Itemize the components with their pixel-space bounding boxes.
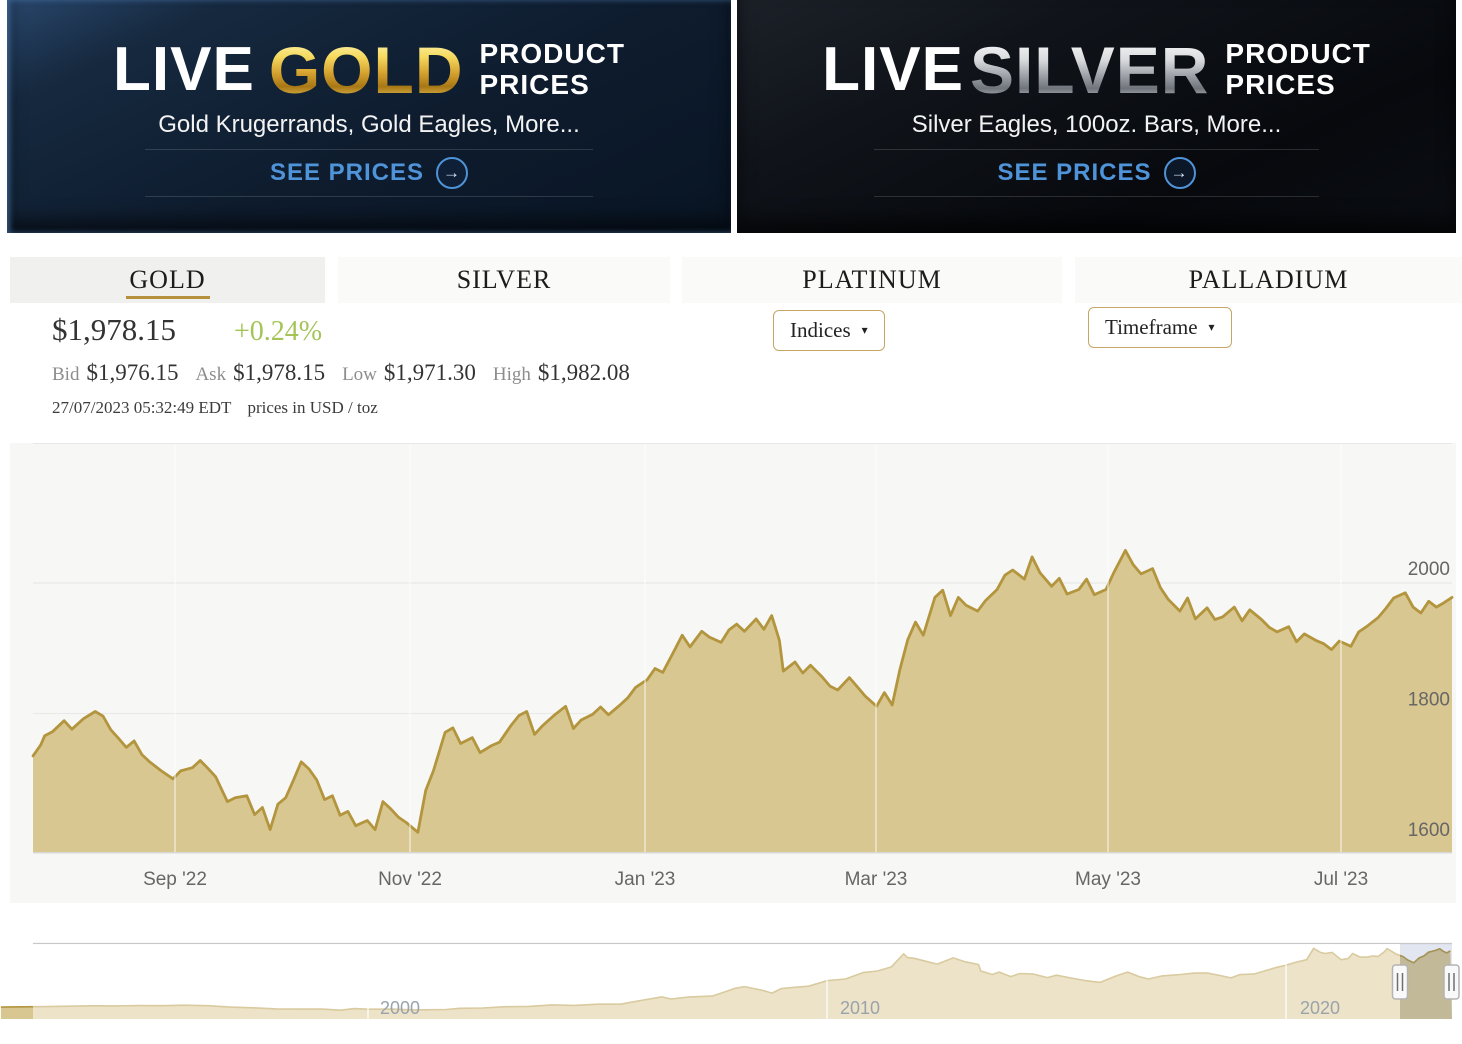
silver-banner-live-text: LIVE <box>822 34 964 104</box>
arrow-circle-icon: → <box>1163 156 1196 189</box>
silver-banner-product-word: PRODUCT <box>1225 38 1371 70</box>
quote-meta-row: 27/07/2023 05:32:49 EDT prices in USD / … <box>52 398 378 418</box>
navigator[interactable] <box>33 944 1400 1019</box>
x-axis-label: Nov '22 <box>378 869 442 890</box>
gold-banner-subtitle: Gold Krugerrands, Gold Eagles, More... <box>158 110 580 138</box>
chevron-down-icon: ▾ <box>861 323 868 337</box>
x-axis-label: Sep '22 <box>143 869 207 890</box>
quote-timestamp: 27/07/2023 05:32:49 EDT <box>52 398 232 417</box>
bid-ask-low-high-row: Bid $1,976.15 Ask $1,978.15 Low $1,971.3… <box>52 360 647 386</box>
active-tab-underline <box>125 296 210 299</box>
tab-gold-label: GOLD <box>129 265 206 294</box>
gold-banner-live-text: LIVE <box>113 34 255 104</box>
chevron-down-icon: ▾ <box>1208 320 1215 334</box>
x-axis-label: Jan '23 <box>615 869 676 890</box>
gold-banner-product-prices: PRODUCT PRICES <box>479 38 625 100</box>
silver-banner-product-prices: PRODUCT PRICES <box>1225 38 1371 100</box>
low-value: $1,971.30 <box>383 360 476 385</box>
spot-price: $1,978.15 <box>52 312 176 347</box>
gold-banner-prices-word: PRICES <box>479 68 590 100</box>
tab-silver[interactable]: SILVER <box>338 257 670 303</box>
navigator-year-label: 2020 <box>1300 998 1340 1018</box>
navigator-year-label: 2000 <box>380 998 420 1018</box>
nav-handle-left[interactable] <box>1391 964 1409 1000</box>
silver-see-prices-link[interactable]: SEE PRICES → <box>873 148 1320 197</box>
silver-banner-title: LIVE SILVER PRODUCT PRICES <box>822 37 1371 103</box>
gold-banner-title: LIVE GOLD PRODUCT PRICES <box>113 37 625 103</box>
quote-units: prices in USD / toz <box>247 398 378 417</box>
tab-platinum-label: PLATINUM <box>802 265 942 294</box>
timeframe-dropdown[interactable]: Timeframe ▾ <box>1088 307 1232 348</box>
price-change-percent: +0.24% <box>234 316 323 347</box>
silver-banner-prices-word: PRICES <box>1225 68 1336 100</box>
x-axis-label: Mar '23 <box>845 869 908 890</box>
gold-banner-metal-text: GOLD <box>268 32 464 107</box>
high-label: High <box>492 364 531 385</box>
navigator-year-label: 2010 <box>840 998 880 1018</box>
low-label: Low <box>342 364 377 385</box>
x-axis-label: May '23 <box>1075 869 1141 890</box>
arrow-circle-icon: → <box>436 156 469 189</box>
tab-silver-label: SILVER <box>456 265 552 294</box>
tab-gold[interactable]: GOLD <box>10 257 325 303</box>
ask-value: $1,978.15 <box>233 360 326 385</box>
live-silver-prices-banner[interactable]: LIVE SILVER PRODUCT PRICES Silver Eagles… <box>737 0 1456 233</box>
tab-palladium-label: PALLADIUM <box>1188 265 1349 294</box>
gold-see-prices-link[interactable]: SEE PRICES → <box>144 148 594 197</box>
bid-label: Bid <box>52 364 80 385</box>
ask-label: Ask <box>195 364 227 385</box>
y-axis-label: 1800 <box>1408 690 1450 711</box>
x-axis-label: Jul '23 <box>1314 869 1368 890</box>
silver-banner-metal-text: SILVER <box>969 32 1210 107</box>
bid-value: $1,976.15 <box>86 360 179 385</box>
gold-price-area-series[interactable] <box>33 550 1452 852</box>
tab-platinum[interactable]: PLATINUM <box>682 257 1062 303</box>
indices-dropdown-label: Indices <box>790 318 851 342</box>
indices-dropdown[interactable]: Indices ▾ <box>773 310 885 351</box>
tab-palladium[interactable]: PALLADIUM <box>1075 257 1462 303</box>
high-value: $1,982.08 <box>537 360 630 385</box>
gold-see-prices-label: SEE PRICES <box>269 158 425 186</box>
y-axis-label: 2000 <box>1408 559 1450 580</box>
silver-see-prices-label: SEE PRICES <box>997 158 1152 186</box>
nav-handle-right[interactable] <box>1443 964 1460 1000</box>
y-axis-label: 1600 <box>1408 820 1450 841</box>
gold-banner-product-word: PRODUCT <box>479 38 625 70</box>
silver-banner-subtitle: Silver Eagles, 100oz. Bars, More... <box>911 110 1282 138</box>
live-gold-prices-banner[interactable]: LIVE GOLD PRODUCT PRICES Gold Krugerrand… <box>7 0 731 233</box>
quote-header: $1,978.15 +0.24% <box>52 312 322 348</box>
timeframe-dropdown-label: Timeframe <box>1105 315 1198 339</box>
